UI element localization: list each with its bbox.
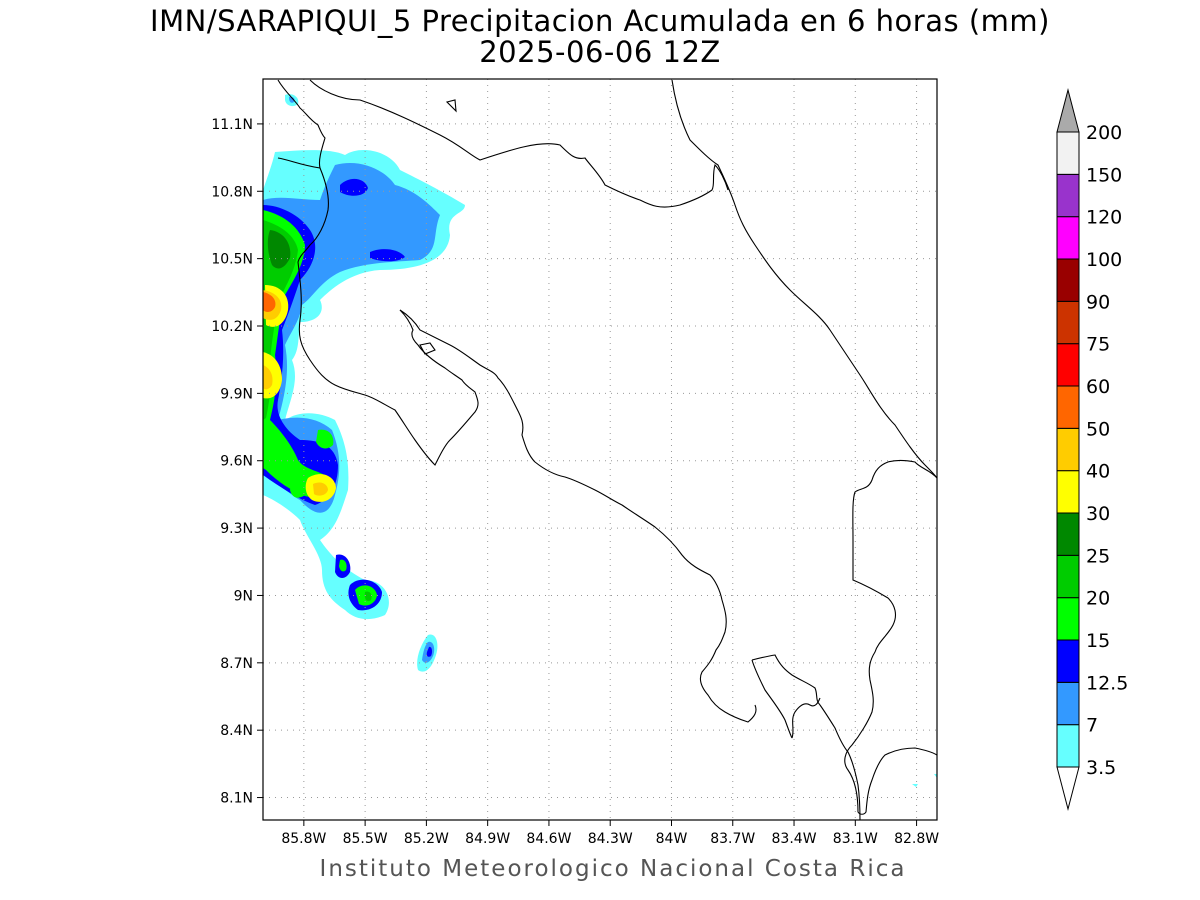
colorbar-swatch [1056,597,1080,641]
colorbar-label: 50 [1086,418,1110,440]
x-tick-label: 83.1W [833,831,878,847]
y-axis: 11.1N 10.8N 10.5N 10.2N 9.9N 9.6N 9.3N 9N 8.7N 8.… [211,117,263,807]
colorbar-label: 75 [1086,334,1110,356]
colorbar-label: 3.5 [1086,757,1116,779]
x-tick-label: 84.9W [465,831,510,847]
colorbar-max-arrow [1056,88,1080,133]
colorbar-swatch [1056,470,1080,514]
colorbar-label: 60 [1086,376,1110,398]
colorbar-swatch [1056,385,1080,429]
precipitation-field [263,94,937,787]
x-tick-label: 85.8W [281,831,326,847]
colorbar-label: 150 [1086,164,1122,186]
map-grid [263,79,937,820]
colorbar-swatch [1056,131,1080,175]
colorbar-swatch [1056,300,1080,345]
y-tick-label: 9.6N [220,454,253,470]
y-tick-label: 10.8N [211,184,253,200]
coastline [277,79,937,820]
y-tick-label: 9.9N [220,386,253,402]
y-tick-label: 9N [234,588,253,604]
colorbar-swatch [1056,343,1080,387]
colorbar-label: 12.5 [1086,672,1128,694]
colorbar-swatch [1056,216,1080,260]
y-tick-label: 9.3N [220,521,253,537]
colorbar-swatch [1056,554,1080,599]
x-axis: 85.8W 85.5W 85.2W 84.9W 84.6W 84.3W 84W 83.7W 83… [281,820,939,847]
map-frame [262,78,938,821]
x-tick-label: 83.7W [710,831,755,847]
x-tick-label: 83.4W [772,831,817,847]
map-date: 2025-06-06 12Z [479,35,721,69]
x-tick-label: 85.2W [404,831,449,847]
colorbar-label: 200 [1086,122,1122,144]
colorbar-label: 7 [1086,715,1098,737]
y-tick-label: 10.5N [211,252,253,268]
colorbar-swatch [1056,427,1080,472]
map-title: IMN/SARAPIQUI_5 Precipitacion Acumulada … [150,4,1050,38]
colorbar-label: 25 [1086,545,1110,567]
colorbar-label: 120 [1086,207,1122,229]
footer-credit: Instituto Meteorologico Nacional Costa R… [319,856,907,882]
x-tick-label: 84.3W [588,831,633,847]
y-tick-label: 11.1N [211,117,253,133]
colorbar-label: 40 [1086,461,1110,483]
colorbar-label: 20 [1086,588,1110,610]
colorbar-label: 30 [1086,503,1110,525]
y-tick-label: 10.2N [211,319,253,335]
x-tick-label: 82.8W [894,831,939,847]
x-tick-label: 84.6W [526,831,571,847]
colorbar-swatch [1056,258,1080,302]
y-tick-label: 8.1N [220,791,253,807]
colorbar-swatch [1056,681,1080,726]
colorbar-swatch [1056,512,1080,556]
colorbar-swatch [1056,639,1080,683]
y-tick-label: 8.7N [220,656,253,672]
x-tick-label: 84W [656,831,688,847]
colorbar: 3.5 7 12.5 15 20 25 30 40 50 60 75 90 100 120 150 200 [1056,88,1128,811]
colorbar-label: 100 [1086,249,1122,271]
colorbar-swatch [1056,173,1080,218]
colorbar-label: 15 [1086,630,1110,652]
colorbar-label: 90 [1086,291,1110,313]
y-tick-label: 8.4N [220,723,253,739]
colorbar-swatch [1056,724,1080,768]
x-tick-label: 85.5W [343,831,388,847]
colorbar-min-arrow [1056,766,1080,811]
